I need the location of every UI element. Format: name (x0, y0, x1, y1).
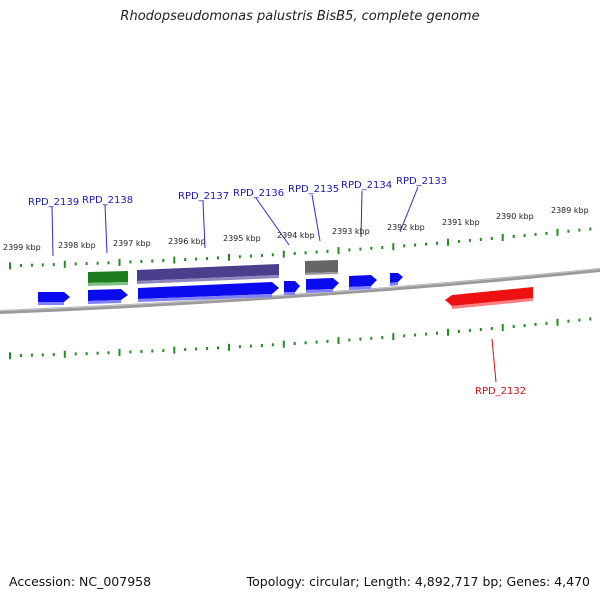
kbp-label: 2395 kbp (223, 234, 261, 243)
gene-rpd-2132[interactable] (445, 287, 533, 306)
gene-rpd-2133[interactable] (390, 273, 403, 283)
gene-label-rpd-2132[interactable]: RPD_2132 (475, 386, 526, 397)
top-ruler (9, 227, 592, 270)
kbp-label: 2394 kbp (277, 231, 315, 240)
kbp-label: 2398 kbp (58, 241, 96, 250)
gene-label-rpd-2138[interactable]: RPD_2138 (82, 195, 133, 206)
kbp-label: 2391 kbp (442, 218, 480, 227)
genome-title: Rhodopseudomonas palustris BisB5, comple… (120, 9, 480, 24)
accession-text: Accession: NC_007958 (9, 574, 152, 589)
gene-label-rpd-2134[interactable]: RPD_2134 (341, 180, 392, 191)
gene-rpd-2136[interactable] (284, 281, 300, 292)
gene-rpd-2139[interactable] (38, 292, 70, 302)
gene-rpd-2135[interactable] (306, 278, 339, 290)
gene-feature-gray[interactable] (305, 260, 338, 273)
gene-rpd-2137[interactable] (138, 282, 279, 299)
genome-summary-text: Topology: circular; Length: 4,892,717 bp… (246, 574, 590, 589)
gene-label-rpd-2133[interactable]: RPD_2133 (396, 176, 447, 187)
kbp-label: 2393 kbp (332, 227, 370, 236)
gene-rpd-2138[interactable] (88, 289, 128, 301)
gene-rpd-2134[interactable] (349, 275, 377, 287)
kbp-label: 2399 kbp (3, 243, 41, 252)
gene-feature-purple[interactable] (137, 264, 279, 281)
gene-label-rpd-2135[interactable]: RPD_2135 (288, 184, 339, 195)
gene-leader-lines (51, 186, 419, 257)
kbp-label: 2389 kbp (551, 206, 589, 215)
gene-leader-rpd-2132 (491, 338, 497, 383)
gene-label-rpd-2139[interactable]: RPD_2139 (28, 197, 79, 208)
bottom-ruler (9, 317, 592, 360)
kbp-label: 2397 kbp (113, 239, 151, 248)
kbp-label: 2392 kbp (387, 223, 425, 232)
gene-feature-green[interactable] (88, 271, 128, 283)
gene-label-rpd-2137[interactable]: RPD_2137 (178, 191, 229, 202)
kbp-label: 2390 kbp (496, 212, 534, 221)
genome-backbone (0, 268, 600, 314)
kbp-label: 2396 kbp (168, 237, 206, 246)
gene-label-rpd-2136[interactable]: RPD_2136 (233, 188, 284, 199)
